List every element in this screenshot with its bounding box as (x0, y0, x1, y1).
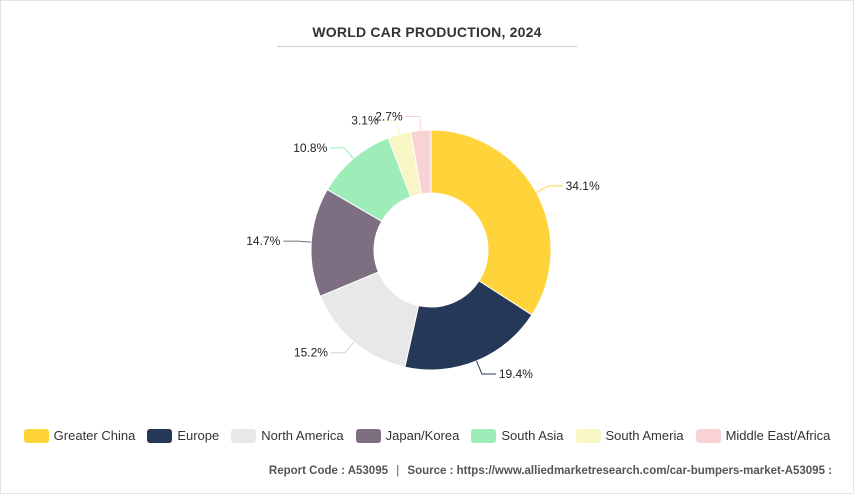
footer-separator: | (396, 465, 400, 477)
report-code: Report Code : A53095 (268, 465, 388, 477)
slice-middle-east-africa[interactable] (410, 129, 432, 195)
legend-label: Greater China (53, 428, 136, 443)
legend-label: South Ameria (605, 428, 684, 443)
legend-swatch (231, 428, 257, 443)
leader-line-europe (476, 360, 496, 375)
legend-item-south-ameria[interactable]: South Ameria (575, 428, 684, 443)
leader-line-north-america (330, 341, 355, 354)
data-label-europe: 19.4% (499, 367, 533, 381)
leader-line-south-ameria (381, 120, 400, 135)
leader-line-middle-east-africa (405, 115, 422, 131)
legend-swatch (695, 428, 721, 443)
leader-line-south-asia (330, 147, 354, 159)
legend-item-south-asia[interactable]: South Asia (471, 428, 564, 443)
data-label-south-asia: 10.8% (293, 141, 327, 155)
legend-item-greater-china[interactable]: Greater China (23, 428, 136, 443)
legend-item-north-america[interactable]: North America (231, 428, 344, 443)
legend-swatch (575, 428, 601, 443)
legend-item-japan-korea[interactable]: Japan/Korea (355, 428, 460, 443)
legend: Greater China Europe North America Japan/Ko… (0, 428, 854, 443)
legend-swatch (147, 428, 173, 443)
data-label-japan-korea: 14.7% (246, 234, 280, 248)
source-text: Source : https://www.alliedmarketresearc… (407, 465, 832, 477)
data-label-north-america: 15.2% (294, 346, 328, 360)
legend-label: North America (261, 428, 344, 443)
source-footer: Report Code : A53095 | Source : https://… (269, 465, 832, 477)
legend-item-middle-east-africa[interactable]: Middle East/Africa (695, 428, 831, 443)
legend-label: South Asia (501, 428, 564, 443)
chart-title: WORLD CAR PRODUCTION, 2024 (312, 24, 542, 40)
legend-item-europe[interactable]: Europe (147, 428, 219, 443)
slice-greater-china[interactable] (430, 129, 552, 316)
title-underline (277, 46, 577, 47)
leader-line-greater-china (536, 185, 563, 193)
legend-swatch (471, 428, 497, 443)
data-label-greater-china: 34.1% (566, 179, 600, 193)
legend-swatch (355, 428, 381, 443)
data-label-south-ameria: 3.1% (351, 114, 379, 128)
legend-label: Japan/Korea (385, 428, 460, 443)
slice-europe[interactable] (404, 280, 533, 371)
legend-swatch (23, 428, 49, 443)
leader-line-japan-korea (283, 240, 312, 243)
data-label-middle-east-africa: 2.7% (375, 109, 403, 123)
legend-label: Europe (177, 428, 220, 443)
legend-label: Middle East/Africa (725, 428, 831, 443)
